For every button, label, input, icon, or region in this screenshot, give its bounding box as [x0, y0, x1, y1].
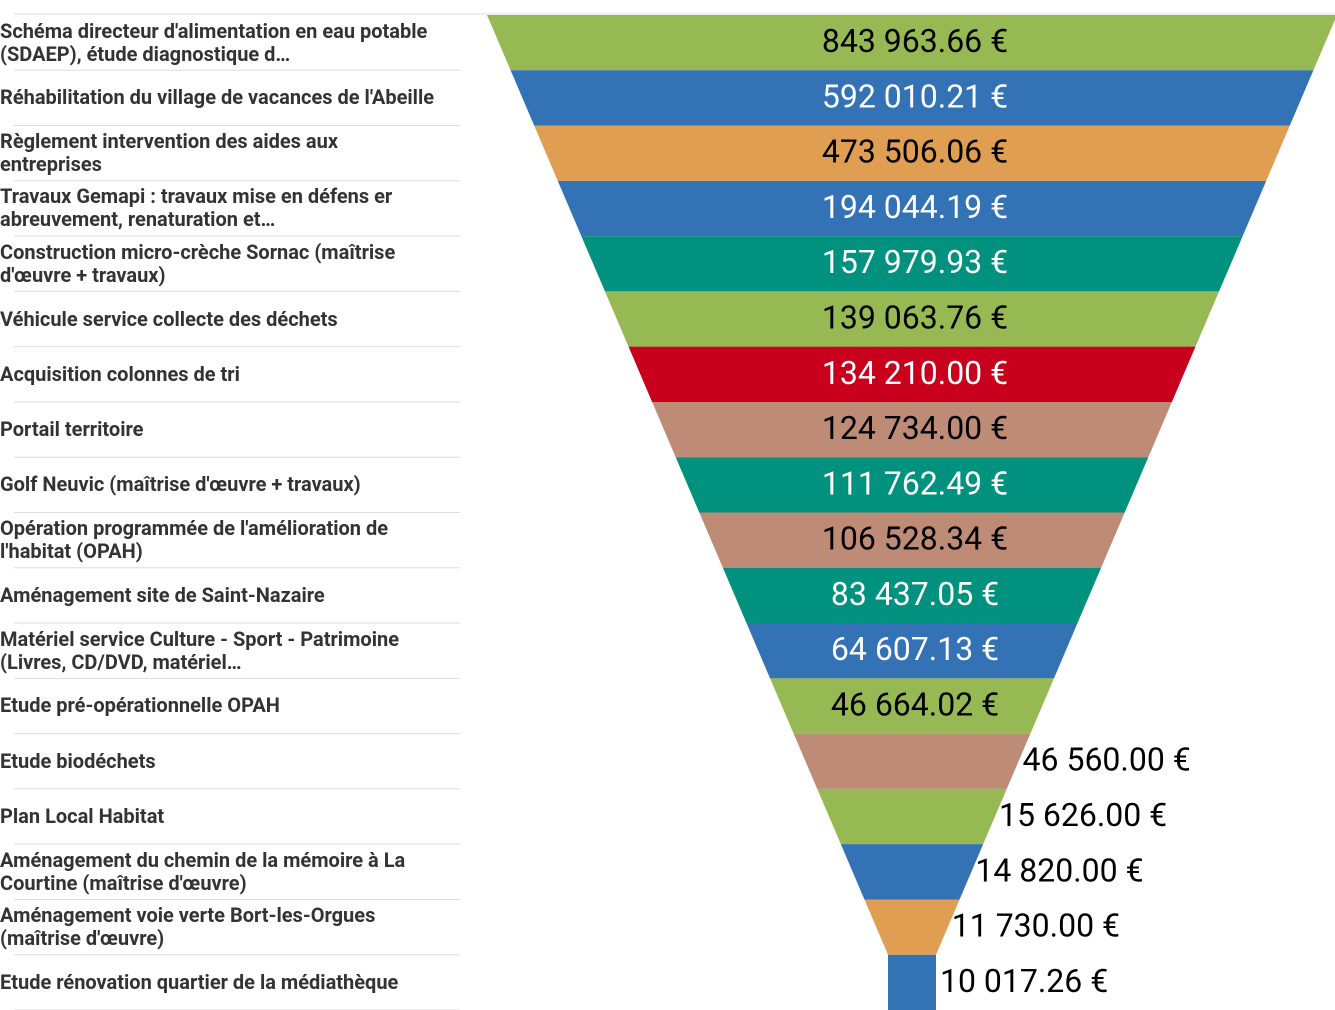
category-label: Véhicule service collecte des déchets: [0, 307, 338, 331]
category-cell: Golf Neuvic (maîtrise d'œuvre + travaux): [0, 457, 460, 512]
funnel-segment: [793, 733, 1031, 789]
value-label: 46 664.02 €: [831, 685, 999, 723]
funnel-segment: [581, 236, 1243, 292]
funnel-segment: [487, 15, 1335, 71]
value-label: 46 560.00 €: [1023, 741, 1191, 779]
category-label: Etude rénovation quartier de la médiathè…: [0, 970, 399, 994]
category-cell: Aménagement site de Saint-Nazaire: [0, 568, 460, 623]
category-label: Portail territoire: [0, 418, 144, 442]
value-label: 194 044.19 €: [822, 188, 1008, 226]
category-cell: Plan Local Habitat: [0, 789, 460, 844]
funnel-segment: [675, 457, 1149, 513]
value-label: 10 017.26 €: [940, 962, 1108, 1000]
category-cell: Schéma directeur d'alimentation en eau p…: [0, 15, 460, 70]
category-cell: Aménagement voie verte Bort-les-Orgues (…: [0, 899, 460, 954]
funnel-segment: [557, 180, 1267, 237]
category-label: Acquisition colonnes de tri: [0, 362, 240, 386]
funnel-segment: [699, 512, 1125, 568]
value-label: 111 762.49 €: [822, 464, 1008, 502]
category-cell: Etude biodéchets: [0, 734, 460, 789]
funnel-segment: [746, 623, 1078, 679]
category-cell: Matériel service Culture - Sport - Patri…: [0, 623, 460, 678]
category-label: Aménagement voie verte Bort-les-Orgues (…: [0, 904, 376, 951]
value-label: 134 210.00 €: [822, 354, 1008, 392]
category-cell: Portail territoire: [0, 402, 460, 457]
funnel-segment: [534, 125, 1290, 181]
value-label: 15 626.00 €: [999, 796, 1167, 834]
funnel-segment: [888, 954, 936, 1010]
category-cell: Aménagement du chemin de la mémoire à La…: [0, 844, 460, 899]
category-label: Schéma directeur d'alimentation en eau p…: [0, 19, 428, 66]
funnel-segment: [864, 899, 960, 955]
category-label: Aménagement du chemin de la mémoire à La…: [0, 848, 406, 895]
category-label: Matériel service Culture - Sport - Patri…: [0, 627, 400, 674]
funnel-segment: [652, 401, 1172, 458]
category-cell: Etude rénovation quartier de la médiathè…: [0, 955, 460, 1010]
value-label: 106 528.34 €: [822, 520, 1008, 558]
value-label: 14 820.00 €: [975, 851, 1143, 889]
funnel-segment: [840, 844, 984, 900]
category-label: Aménagement site de Saint-Nazaire: [0, 583, 325, 607]
funnel-segment: [770, 678, 1054, 734]
funnel-segment: [510, 70, 1314, 126]
category-label: Etude biodéchets: [0, 749, 156, 773]
funnel-segment: [722, 567, 1102, 624]
category-cell: Travaux Gemapi : travaux mise en défens …: [0, 181, 460, 236]
value-label: 11 730.00 €: [952, 907, 1120, 945]
category-label: Réhabilitation du village de vacances de…: [0, 86, 435, 110]
value-label: 139 063.76 €: [822, 298, 1008, 336]
category-label: Règlement intervention des aides aux ent…: [0, 130, 339, 177]
category-label: Opération programmée de l'amélioration d…: [0, 517, 389, 564]
funnel-segment: [628, 346, 1196, 402]
value-label: 64 607.13 €: [831, 630, 999, 668]
category-label: Golf Neuvic (maîtrise d'œuvre + travaux): [0, 473, 361, 497]
category-cell: Etude pré-opérationnelle OPAH: [0, 678, 460, 733]
value-label: 843 963.66 €: [822, 22, 1008, 60]
value-label: 124 734.00 €: [822, 409, 1008, 447]
category-cell: Opération programmée de l'amélioration d…: [0, 513, 460, 568]
category-cell: Construction micro-crèche Sornac (maîtri…: [0, 236, 460, 291]
value-label: 473 506.06 €: [822, 133, 1008, 171]
funnel-segment: [817, 788, 1007, 845]
value-label: 157 979.93 €: [822, 243, 1008, 281]
category-cell: Réhabilitation du village de vacances de…: [0, 70, 460, 125]
category-label: Construction micro-crèche Sornac (maîtri…: [0, 240, 396, 287]
value-label: 592 010.21 €: [822, 77, 1008, 115]
category-label: Travaux Gemapi : travaux mise en défens …: [0, 185, 393, 232]
category-label: Etude pré-opérationnelle OPAH: [0, 694, 280, 718]
funnel-segment: [604, 291, 1220, 347]
category-cell: Acquisition colonnes de tri: [0, 347, 460, 402]
value-label: 83 437.05 €: [831, 575, 999, 613]
category-label: Plan Local Habitat: [0, 805, 165, 828]
category-cell: Règlement intervention des aides aux ent…: [0, 126, 460, 181]
category-cell: Véhicule service collecte des déchets: [0, 291, 460, 346]
